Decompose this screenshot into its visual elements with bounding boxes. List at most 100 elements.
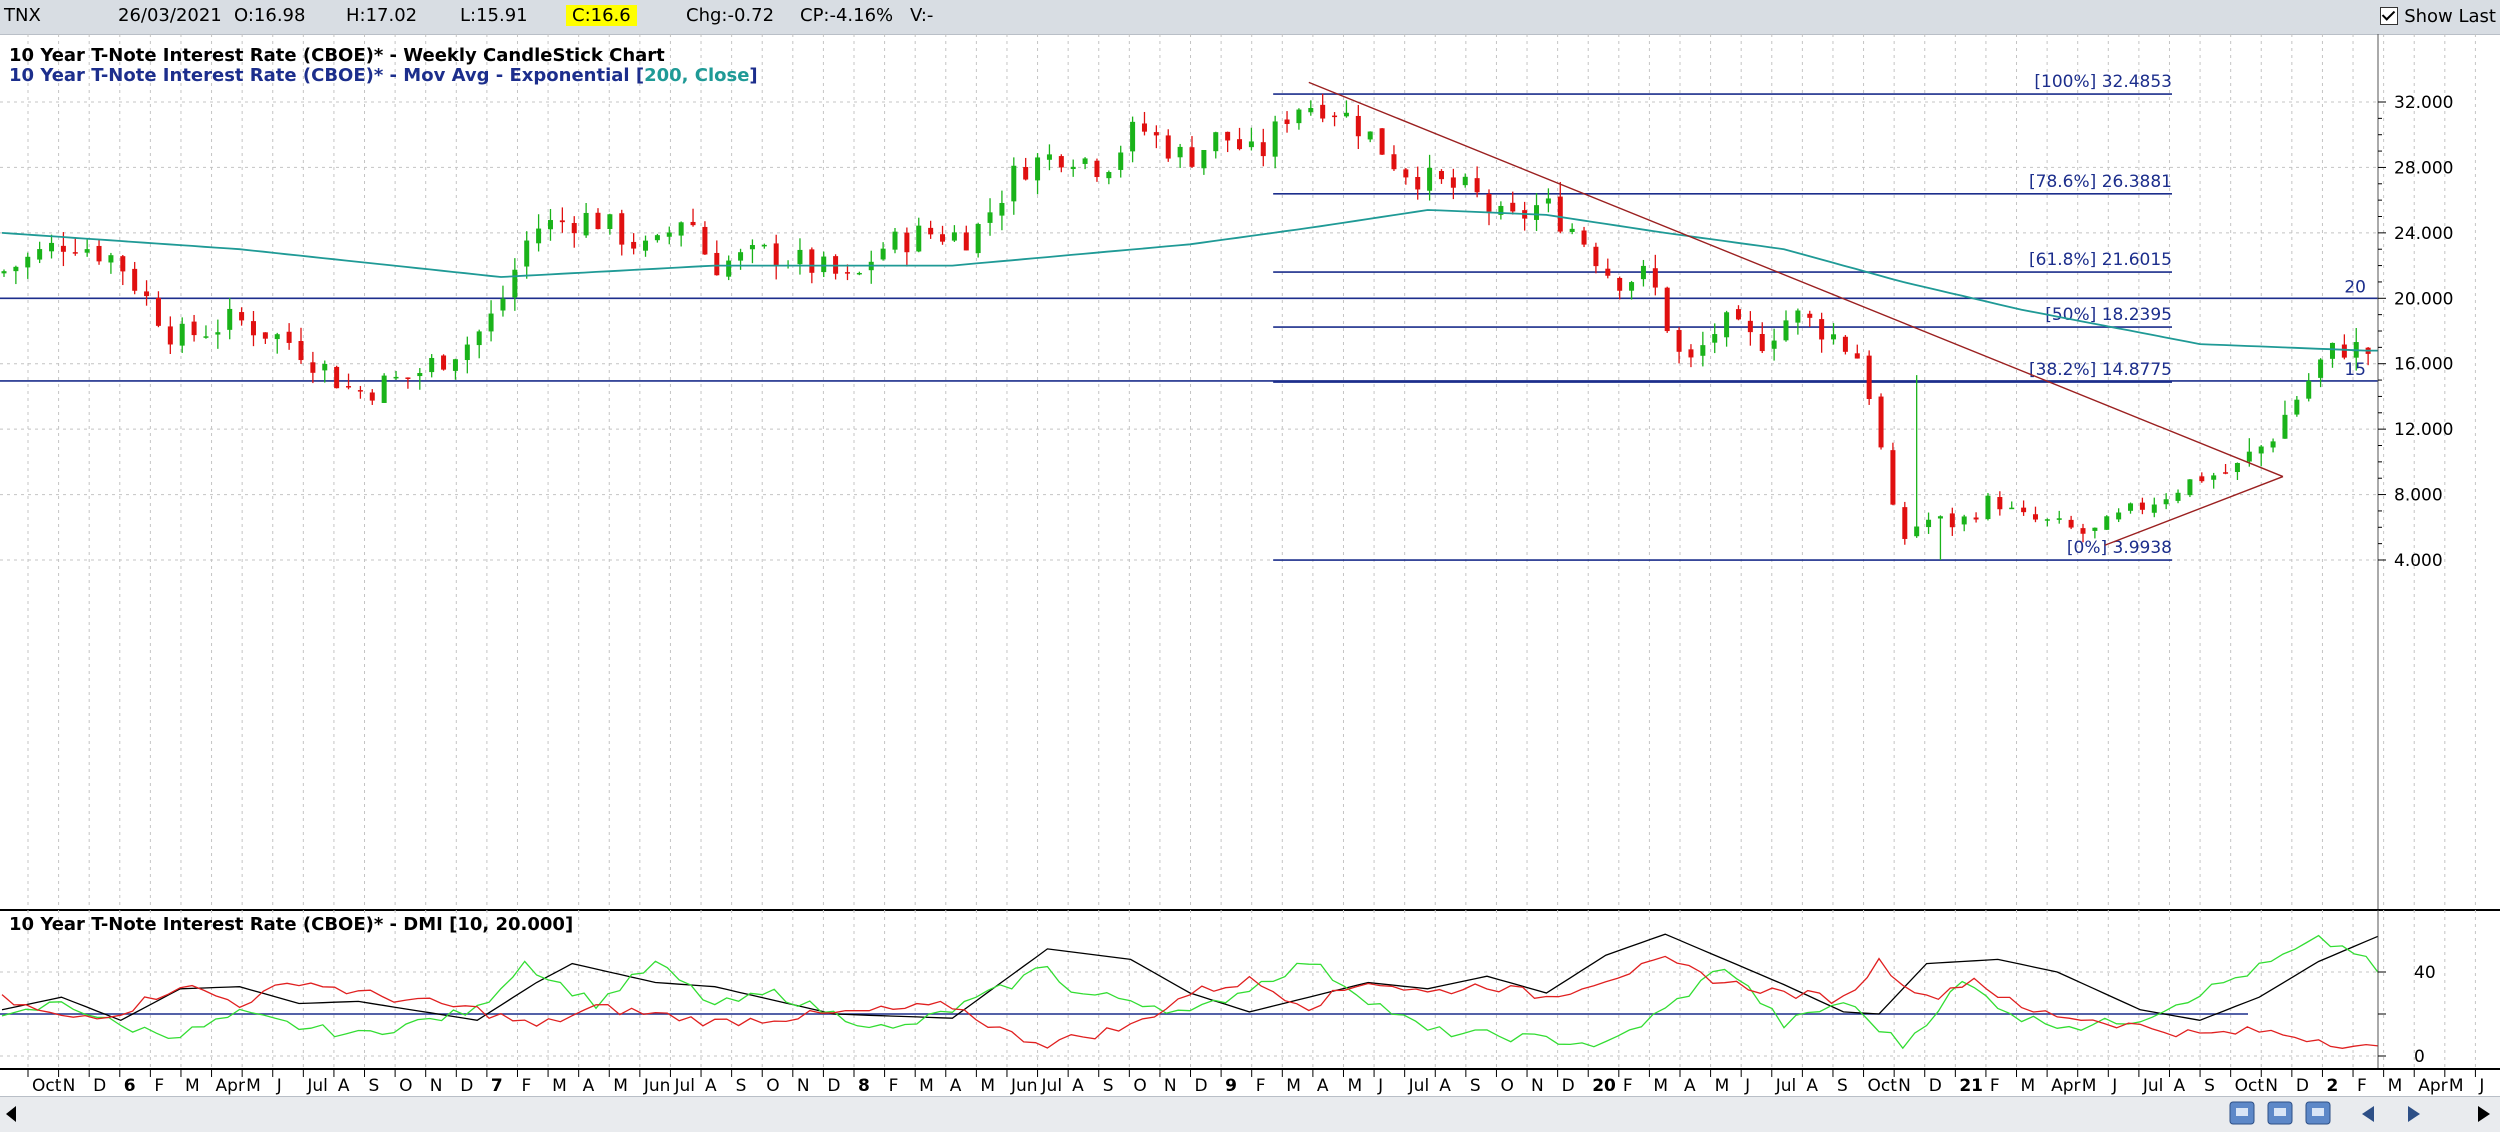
date-tick-label: S <box>1103 1076 1114 1096</box>
candle <box>1914 375 1920 538</box>
date-tick-label: Jul <box>1041 1076 1063 1096</box>
candle-body <box>880 248 886 260</box>
candle-body <box>1937 516 1943 519</box>
date-tick-label: M <box>919 1076 934 1096</box>
candle <box>2128 502 2134 514</box>
candle-body <box>1343 112 1349 117</box>
candle-body <box>2068 519 2074 528</box>
candle-body <box>1557 196 1563 232</box>
date-tick-label: S <box>2204 1076 2215 1096</box>
candle-body <box>856 272 862 275</box>
candle <box>1177 143 1183 169</box>
candle-body <box>2199 476 2205 482</box>
candle-body <box>2128 503 2134 511</box>
candle <box>441 354 447 371</box>
candle <box>1842 335 1848 355</box>
show-last-checkbox[interactable] <box>2380 7 2399 25</box>
candle <box>1569 223 1575 235</box>
candle <box>2080 523 2086 543</box>
candle-body <box>37 249 43 260</box>
candle-body <box>2139 502 2145 510</box>
price-tick-label: 28.000 <box>2394 158 2453 178</box>
candle-body <box>1438 171 1444 180</box>
candle <box>227 297 233 340</box>
candle-body <box>215 332 221 335</box>
candle-body <box>643 240 649 251</box>
candle <box>1712 323 1718 354</box>
candle <box>357 385 363 399</box>
candle-body <box>476 331 482 346</box>
candle-body <box>2306 380 2312 399</box>
arrow-prev-icon[interactable] <box>2362 1106 2374 1122</box>
date-tick-label: F <box>154 1076 164 1096</box>
candle-body <box>607 214 613 229</box>
candle <box>96 239 102 265</box>
candle-body <box>179 323 185 346</box>
candle-body <box>1308 107 1314 113</box>
candle <box>310 351 316 384</box>
candle <box>749 239 755 264</box>
candle-body <box>1961 516 1967 525</box>
candle-body <box>1450 177 1456 188</box>
candle-body <box>1427 167 1433 191</box>
candle <box>797 238 803 275</box>
date-tick-label: M <box>1347 1076 1362 1096</box>
date-tick-label: Jul <box>2142 1076 2164 1096</box>
candle-body <box>1973 517 1979 520</box>
candle-body <box>1403 169 1409 178</box>
candle-body <box>1225 131 1231 141</box>
candle-body <box>559 220 565 223</box>
candle <box>1403 168 1409 185</box>
candle-body <box>1260 142 1266 157</box>
candle-body <box>1510 202 1516 212</box>
candle <box>2294 396 2300 417</box>
candle <box>2009 501 2015 510</box>
candle-body <box>1985 495 1991 520</box>
candle <box>892 227 898 254</box>
date-tick-label: Apr <box>2418 1076 2447 1096</box>
candle <box>1296 108 1302 130</box>
chart-settings-icon[interactable] <box>2305 1101 2331 1125</box>
candle <box>999 190 1005 231</box>
scroll-right-icon[interactable] <box>2478 1106 2490 1122</box>
candle-body <box>1712 334 1718 343</box>
date-tick-label: O <box>399 1076 412 1096</box>
candle-body <box>262 332 268 339</box>
candle <box>179 317 185 353</box>
candle <box>1474 166 1480 198</box>
ema-legend: 10 Year T-Note Interest Rate (CBOE)* - M… <box>9 65 758 86</box>
candle <box>1724 310 1730 347</box>
candle <box>833 254 839 280</box>
candle <box>1237 127 1243 151</box>
date-tick-label: A <box>1072 1076 1084 1096</box>
date-tick-label: F <box>1256 1076 1266 1096</box>
candle-body <box>310 362 316 373</box>
date-tick-label: J <box>276 1076 282 1096</box>
candle-body <box>167 326 173 345</box>
arrow-next-icon[interactable] <box>2408 1106 2420 1122</box>
candle <box>132 261 138 295</box>
candle <box>856 271 862 276</box>
candle <box>844 264 850 281</box>
candle <box>643 235 649 257</box>
fibonacci-level-label: [78.6%] 26.3881 <box>2029 172 2172 192</box>
date-tick-label: N <box>1164 1076 1177 1096</box>
zoom-out-icon[interactable] <box>2267 1101 2293 1125</box>
candle-body <box>773 243 779 266</box>
date-tick-label: M <box>1286 1076 1301 1096</box>
candle-body <box>1498 205 1504 215</box>
zoom-in-icon[interactable] <box>2229 1101 2255 1125</box>
date-tick-label: Jul <box>306 1076 328 1096</box>
date-tick-label: A <box>1439 1076 1451 1096</box>
date-tick-label: Jun <box>1010 1076 1038 1096</box>
candle-body <box>108 255 114 263</box>
candle-body <box>1082 158 1088 164</box>
candle-body <box>369 392 375 401</box>
candle <box>1747 311 1753 346</box>
scroll-left-icon[interactable] <box>6 1106 16 1122</box>
candle-body <box>1629 282 1635 291</box>
candle-body <box>1581 230 1587 245</box>
candle-body <box>1011 165 1017 202</box>
show-last-toggle[interactable]: Show Last <box>2380 3 2496 29</box>
scroll-bar[interactable] <box>0 1096 2500 1132</box>
